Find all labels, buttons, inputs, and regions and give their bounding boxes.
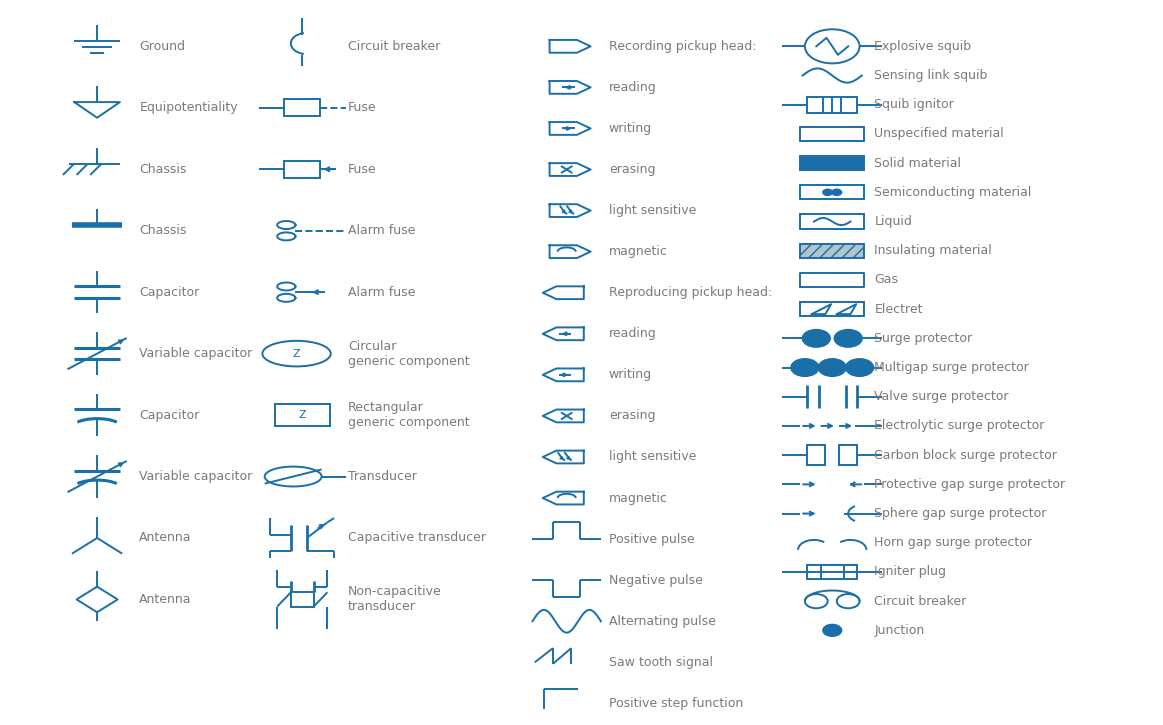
Text: Rectangular
generic component: Rectangular generic component [348, 401, 470, 429]
Text: Recording pickup head:: Recording pickup head: [609, 40, 756, 53]
Text: Chassis: Chassis [140, 224, 186, 237]
Text: writing: writing [609, 122, 652, 135]
Text: Circuit breaker: Circuit breaker [875, 594, 966, 608]
Text: magnetic: magnetic [609, 245, 668, 258]
Text: Igniter plug: Igniter plug [875, 566, 947, 579]
Text: erasing: erasing [609, 163, 656, 176]
Text: erasing: erasing [609, 410, 656, 423]
Text: Chassis: Chassis [140, 162, 186, 175]
Text: Ground: Ground [140, 40, 185, 53]
Text: Z: Z [299, 410, 306, 420]
Text: Gas: Gas [875, 273, 898, 286]
Text: Horn gap surge protector: Horn gap surge protector [875, 536, 1033, 550]
Text: Alarm fuse: Alarm fuse [348, 286, 415, 299]
Text: magnetic: magnetic [609, 492, 668, 505]
Bar [800, 127, 864, 141]
Text: Semiconducting material: Semiconducting material [875, 186, 1032, 199]
Text: Electret: Electret [875, 302, 923, 315]
Bar [839, 445, 857, 465]
Bar [800, 244, 864, 258]
Bar [807, 445, 826, 465]
Circle shape [819, 359, 846, 376]
Text: Variable capacitor: Variable capacitor [140, 347, 252, 360]
Bar [291, 592, 314, 607]
Text: Positive pulse: Positive pulse [609, 533, 694, 546]
Text: Insulating material: Insulating material [875, 244, 992, 257]
Bar [274, 405, 329, 426]
Text: Unspecified material: Unspecified material [875, 128, 1004, 141]
Bar [807, 97, 857, 112]
Text: Junction: Junction [875, 624, 925, 637]
Circle shape [833, 189, 841, 195]
Text: Variable capacitor: Variable capacitor [140, 470, 252, 483]
Text: Sensing link squib: Sensing link squib [875, 69, 987, 82]
Text: Sphere gap surge protector: Sphere gap surge protector [875, 507, 1047, 520]
Text: Saw tooth signal: Saw tooth signal [609, 656, 713, 669]
Text: Circuit breaker: Circuit breaker [348, 40, 440, 53]
Text: Capacitor: Capacitor [140, 286, 200, 299]
Bar [800, 156, 864, 170]
Text: Liquid: Liquid [875, 215, 912, 228]
Circle shape [846, 359, 873, 376]
Text: writing: writing [609, 368, 652, 381]
Text: Protective gap surge protector: Protective gap surge protector [875, 478, 1065, 491]
Bar [284, 161, 321, 178]
Text: Multigap surge protector: Multigap surge protector [875, 361, 1029, 374]
Text: Electrolytic surge protector: Electrolytic surge protector [875, 420, 1044, 432]
Text: Capacitive transducer: Capacitive transducer [348, 531, 486, 544]
Text: Equipotentiality: Equipotentiality [140, 102, 238, 115]
Text: Positive step function: Positive step function [609, 697, 743, 710]
Text: Antenna: Antenna [140, 531, 192, 544]
Text: Capacitor: Capacitor [140, 409, 200, 421]
Circle shape [835, 330, 862, 347]
Circle shape [802, 330, 830, 347]
Bar [800, 215, 864, 228]
Text: Fuse: Fuse [348, 162, 377, 175]
Text: Alternating pulse: Alternating pulse [609, 615, 715, 628]
Text: light sensitive: light sensitive [609, 204, 697, 217]
Text: Alarm fuse: Alarm fuse [348, 224, 415, 237]
Text: reading: reading [609, 327, 657, 340]
Text: Non-capacitive
transducer: Non-capacitive transducer [348, 586, 442, 613]
Text: Z: Z [293, 349, 300, 359]
Text: Transducer: Transducer [348, 470, 416, 483]
Text: Negative pulse: Negative pulse [609, 573, 702, 587]
Text: Surge protector: Surge protector [875, 332, 972, 345]
Text: Fuse: Fuse [348, 102, 377, 115]
Bar [800, 185, 864, 199]
Text: reading: reading [609, 81, 657, 94]
Text: Solid material: Solid material [875, 157, 962, 170]
Bar [807, 565, 857, 579]
Text: Antenna: Antenna [140, 593, 192, 606]
Text: light sensitive: light sensitive [609, 450, 697, 463]
Text: Circular
generic component: Circular generic component [348, 339, 470, 368]
Text: Carbon block surge protector: Carbon block surge protector [875, 449, 1057, 462]
Circle shape [823, 189, 833, 195]
Bar [284, 99, 321, 116]
Text: Squib ignitor: Squib ignitor [875, 98, 954, 111]
Circle shape [823, 625, 841, 636]
Text: Explosive squib: Explosive squib [875, 40, 971, 53]
Text: Reproducing pickup head:: Reproducing pickup head: [609, 286, 772, 299]
Bar [800, 302, 864, 316]
Circle shape [791, 359, 819, 376]
Text: Valve surge protector: Valve surge protector [875, 390, 1009, 403]
